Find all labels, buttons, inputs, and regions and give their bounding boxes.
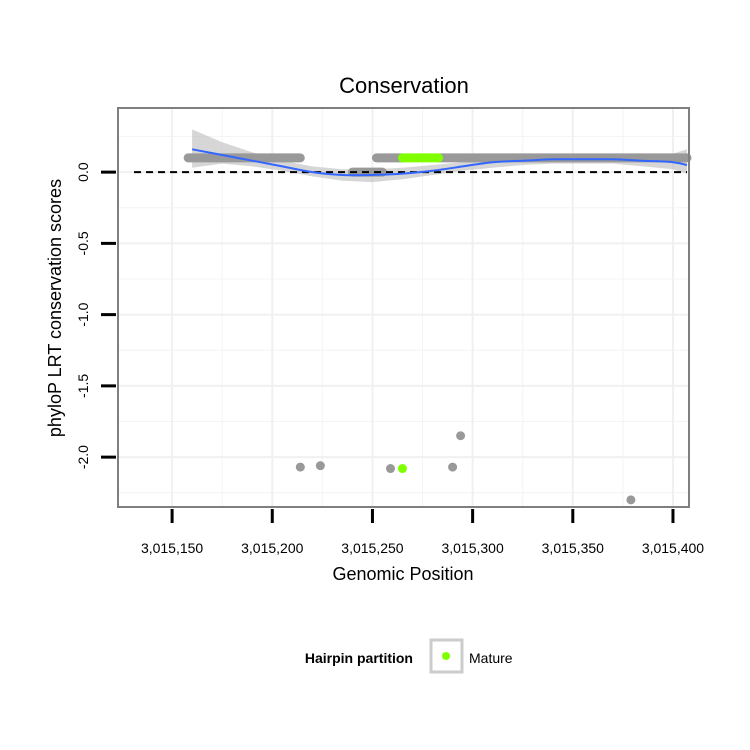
legend-key-mature — [442, 652, 450, 660]
y-tick-label: -1.0 — [75, 302, 91, 326]
y-tick-label: 0.0 — [75, 162, 91, 182]
x-tick-label: 3,015,350 — [542, 540, 604, 556]
data-point-other — [295, 462, 305, 472]
x-axis: 3,015,150 3,015,200 3,015,250 3,015,300 3,01… — [141, 509, 704, 556]
y-tick-label: -2.0 — [75, 445, 91, 469]
x-axis-title: Genomic Position — [332, 564, 473, 584]
smooth-line — [191, 148, 688, 177]
smooth-band-layer — [192, 129, 687, 183]
data-point-other — [448, 462, 458, 472]
legend: Hairpin partition Mature — [305, 638, 513, 674]
x-tick-label: 3,015,200 — [241, 540, 303, 556]
data-point-mature — [397, 464, 407, 474]
x-tick-label: 3,015,250 — [341, 540, 403, 556]
data-point-other — [456, 431, 466, 441]
point-layer — [295, 431, 636, 505]
data-point-other — [385, 464, 395, 474]
smooth-confidence-band — [192, 129, 687, 183]
y-tick-label: -0.5 — [75, 231, 91, 255]
y-axis-title: phyloP LRT conservation scores — [45, 179, 65, 437]
x-tick-label: 3,015,300 — [441, 540, 503, 556]
data-point-other — [626, 495, 636, 505]
legend-title: Hairpin partition — [305, 650, 413, 666]
x-tick-label: 3,015,150 — [141, 540, 203, 556]
legend-label-mature: Mature — [469, 650, 513, 666]
x-tick-label: 3,015,400 — [642, 540, 704, 556]
chart-title: Conservation — [339, 73, 469, 98]
y-tick-label: -1.5 — [75, 374, 91, 398]
plot-border — [117, 107, 690, 508]
data-point-other — [315, 461, 325, 471]
y-axis: 0.0 -0.5 -1.0 -1.5 -2.0 — [75, 162, 116, 469]
